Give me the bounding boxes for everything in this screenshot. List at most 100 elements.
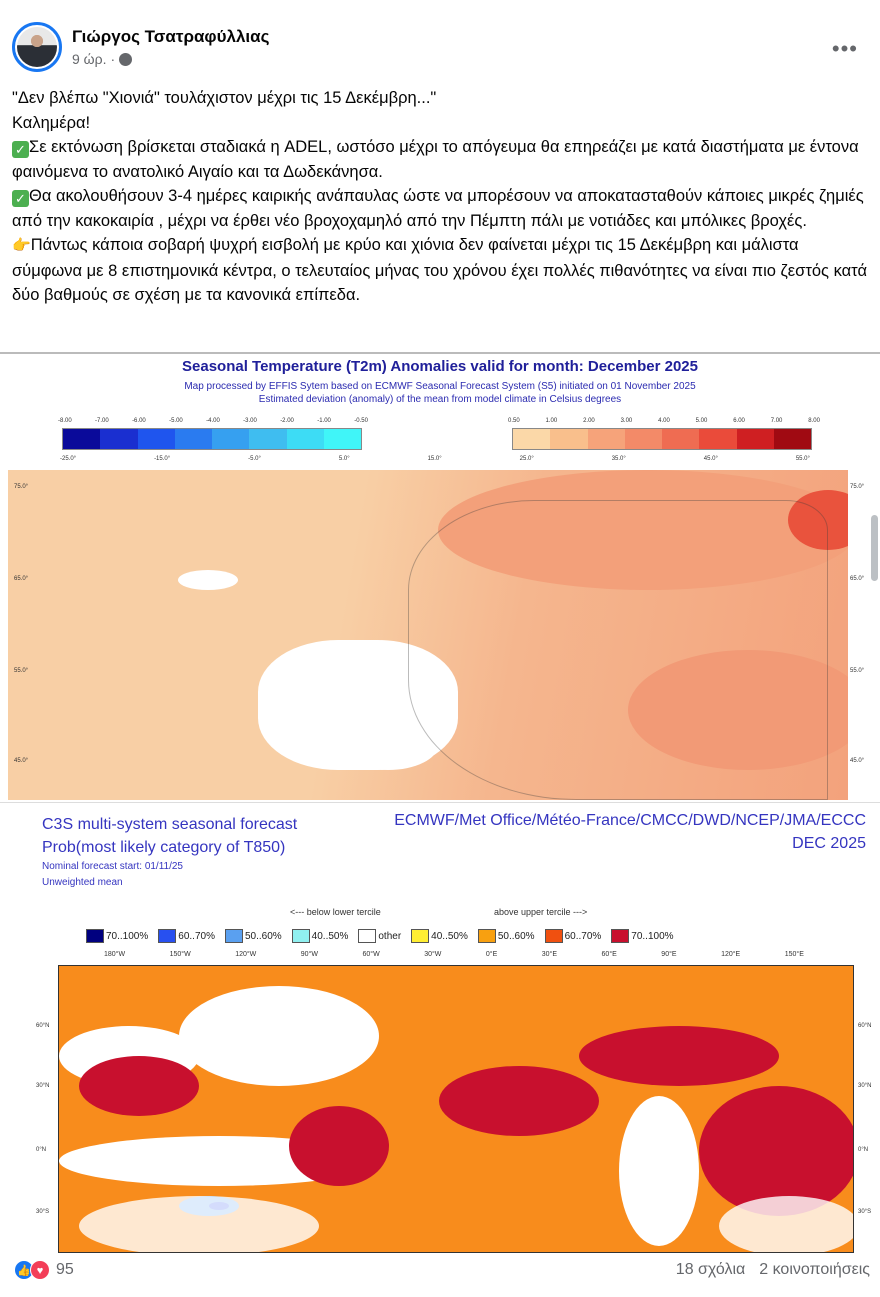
lat-label: 0°N <box>36 1147 47 1153</box>
tick-label: 6.00 <box>733 418 745 424</box>
lon-label: 120°E <box>721 951 741 958</box>
lon-label: 30°E <box>541 951 558 958</box>
colorbar-swatch <box>587 429 625 449</box>
map1-subtitle: Map processed by EFFIS Sytem based on EC… <box>184 381 696 392</box>
colorbar-swatch <box>550 429 588 449</box>
shares-link[interactable]: 2 κοινοποιήσεις <box>759 1261 870 1278</box>
lon-label: 60°W <box>362 951 380 958</box>
colorbar-swatch <box>773 429 811 449</box>
post-image[interactable]: Seasonal Temperature (T2m) Anomalies val… <box>0 352 880 1253</box>
colorbar-swatch <box>699 429 737 449</box>
post-time[interactable]: 9 ώρ. <box>72 51 107 67</box>
lat-label: 30°N <box>36 1083 50 1089</box>
post-text: "Δεν βλέπω "Χιονιά" τουλάχιστον μέχρι τι… <box>12 86 872 308</box>
legend-swatch <box>411 929 430 943</box>
tick-label: 1.00 <box>545 418 558 424</box>
warm-ticks: 0.50 1.00 2.00 3.00 4.00 5.00 6.00 7.00 8.00 <box>508 418 820 424</box>
tick-label: -2.00 <box>280 418 294 424</box>
legend-label: 70..100% <box>631 930 674 942</box>
colorbar-swatch <box>212 429 250 449</box>
avatar[interactable] <box>12 22 62 72</box>
lat-label: 65.0° <box>14 576 29 582</box>
colorbar-swatch <box>513 429 551 449</box>
reactions[interactable]: 👍 ♥ 95 <box>14 1260 74 1280</box>
legend-swatch <box>224 929 243 943</box>
legend-swatch <box>158 929 177 943</box>
legend-item: 40..50% <box>411 929 468 943</box>
tick-label: 7.00 <box>770 418 783 424</box>
tick-label: 4.00 <box>658 418 670 424</box>
tick-label: 2.00 <box>583 418 595 424</box>
lat-label: 30°N <box>858 1083 872 1089</box>
tick-label: 8.00 <box>808 418 820 424</box>
map2-legend: 70..100% 60..70% 50..60% 40..50% other 40..50… <box>86 929 678 943</box>
map1-lon-labels: -25.0° -15.0° -5.0° 5.0° 15.0° 25.0° 35.0° 45.0… <box>60 456 810 462</box>
lat-label: 75.0° <box>850 484 865 490</box>
lat-label: 60°N <box>858 1023 872 1029</box>
colorbar-swatch <box>736 429 774 449</box>
more-options-icon[interactable]: ••• <box>831 36 858 61</box>
map2-centers: ECMWF/Met Office/Météo-France/CMCC/DWD/N… <box>394 812 866 829</box>
love-icon: ♥ <box>30 1260 50 1280</box>
lat-label: 60°N <box>36 1023 50 1029</box>
legend-swatch <box>86 929 104 943</box>
lon-label: 55.0° <box>795 456 810 462</box>
map1-title: Seasonal Temperature (T2m) Anomalies val… <box>182 358 698 375</box>
legend-swatch <box>477 929 496 943</box>
above-label: above upper tercile ---> <box>494 907 588 917</box>
lon-label: 30°W <box>424 951 442 958</box>
lat-label: 55.0° <box>850 668 865 674</box>
legend-label: other <box>378 930 402 942</box>
lon-label: 180°W <box>104 951 126 958</box>
colorbar-swatch <box>249 429 287 449</box>
tick-label: 5.00 <box>695 418 708 424</box>
tick-label: -3.00 <box>243 418 257 424</box>
tick-label: -0.50 <box>354 418 368 424</box>
post-footer: 👍 ♥ 95 18 σχόλια 2 κοινοποιήσεις <box>14 1260 870 1280</box>
legend-label: 40..50% <box>311 930 349 942</box>
legend-label: 50..60% <box>244 930 282 942</box>
europe-map <box>8 470 848 800</box>
legend-swatch <box>611 929 630 943</box>
globe-icon <box>119 52 133 66</box>
lon-label: -5.0° <box>248 456 261 462</box>
lon-label: 45.0° <box>703 456 718 462</box>
tick-label: -4.00 <box>206 418 220 424</box>
europe-anomaly-map: Seasonal Temperature (T2m) Anomalies val… <box>0 354 880 802</box>
legend-label: 50..60% <box>497 930 535 942</box>
legend-item: 40..50% <box>291 929 349 943</box>
lat-label: 55.0° <box>14 668 29 674</box>
text-line: Πάντως κάποια σοβαρή ψυχρή εισβολή με κρ… <box>12 236 867 304</box>
lon-label: 150°E <box>784 951 804 958</box>
tick-label: -8.00 <box>58 418 72 424</box>
legend-swatch <box>291 929 310 943</box>
cold-colorbar <box>62 428 362 450</box>
lon-label: 35.0° <box>611 456 626 462</box>
lon-label: 90°W <box>300 951 318 958</box>
lon-label: 90°E <box>661 951 677 958</box>
comments-link[interactable]: 18 σχόλια <box>675 1261 746 1278</box>
check-icon: ✓ <box>12 141 29 158</box>
legend-label: 40..50% <box>431 930 468 942</box>
colorbar-swatch <box>624 429 662 449</box>
reactions-count: 95 <box>56 1261 74 1278</box>
lat-label: 0°N <box>858 1147 869 1153</box>
lon-label: 5.0° <box>338 456 350 462</box>
lon-label: 0°E <box>485 951 498 958</box>
legend-label: 60..70% <box>178 930 215 942</box>
warm-colorbar <box>512 428 812 450</box>
lon-label: 120°W <box>235 951 257 958</box>
lat-label: 65.0° <box>850 576 865 582</box>
text-line: Σε εκτόνωση βρίσκεται σταδιακά η ADEL, ω… <box>12 138 859 181</box>
scrollbar[interactable] <box>871 515 878 581</box>
separator: · <box>110 51 116 67</box>
author-name[interactable]: Γιώργος Τσατραφύλλιας <box>72 27 270 46</box>
tick-label: -5.00 <box>169 418 183 424</box>
colorbar-swatch <box>323 429 361 449</box>
lat-label: 30°S <box>36 1209 50 1215</box>
lat-label: 75.0° <box>14 484 29 490</box>
legend-label: 60..70% <box>564 930 602 942</box>
global-tercile-map: C3S multi-system seasonal forecast Prob(m… <box>0 802 880 1253</box>
lat-label: 45.0° <box>850 758 865 764</box>
colorbar-swatch <box>137 429 175 449</box>
